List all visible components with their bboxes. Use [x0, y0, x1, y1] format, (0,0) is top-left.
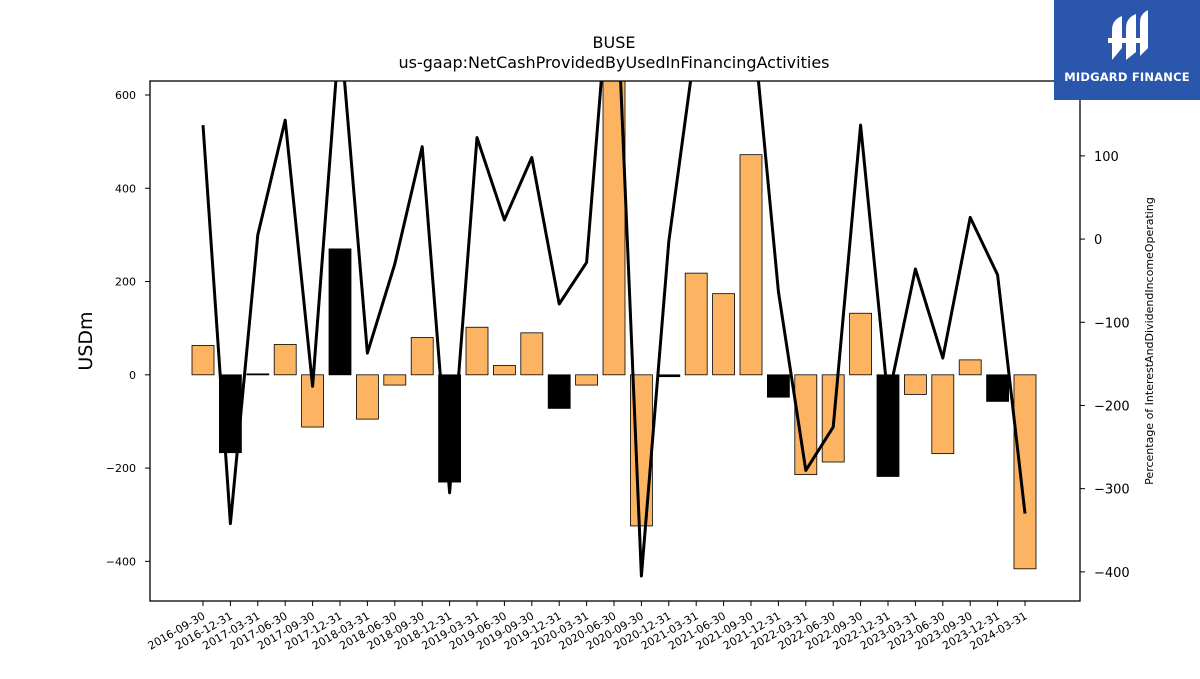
bar-group [191, 81, 1037, 570]
bar [712, 293, 735, 376]
y2-axis-label: Percentage of InterestAndDividendIncomeO… [1143, 197, 1156, 485]
left-axis: −400 −200 0 200 400 600 [106, 89, 150, 568]
bar [520, 332, 544, 376]
bar [1013, 374, 1037, 570]
bar [876, 374, 900, 477]
plot-frame [149, 80, 1081, 602]
bar [958, 359, 982, 376]
bar [246, 373, 270, 376]
y2-tick-label: 0 [1094, 233, 1102, 248]
bar [904, 374, 927, 395]
series-line [201, 81, 1027, 578]
bar [465, 326, 489, 376]
bar [575, 374, 598, 386]
bar [191, 345, 215, 376]
y-tick-label: 400 [115, 182, 136, 195]
bar [767, 374, 790, 398]
y2-tick-label: −100 [1094, 316, 1130, 331]
bar [684, 272, 708, 376]
bar [328, 248, 352, 376]
bar [986, 374, 1009, 402]
bar [931, 374, 955, 455]
bar [657, 374, 681, 378]
y2-tick-label: −400 [1094, 566, 1130, 581]
chart-title: BUSE [593, 33, 636, 52]
chart-subtitle: us-gaap:NetCashProvidedByUsedInFinancing… [398, 53, 829, 72]
y-axis-label: USDm [75, 311, 97, 370]
x-axis: 2016-09-302016-12-312017-03-312017-06-30… [146, 601, 1030, 653]
brand-logo: MIDGARD FINANCE [1054, 0, 1200, 100]
bar [492, 365, 516, 376]
midgard-logo-icon [1108, 10, 1148, 60]
bar [739, 154, 763, 376]
y2-tick-label: −200 [1094, 399, 1130, 414]
y-tick-label: −400 [106, 555, 136, 568]
y-tick-label: 200 [115, 276, 136, 289]
line-group [201, 81, 1027, 578]
bar [383, 374, 407, 386]
right-axis: −400 −300 −200 −100 0 100 [1080, 150, 1130, 581]
bar [410, 337, 434, 376]
y-tick-label: 600 [115, 89, 136, 102]
y-tick-label: 0 [129, 369, 136, 382]
bar [547, 374, 571, 409]
y2-tick-label: −300 [1094, 483, 1130, 498]
bar [849, 312, 872, 376]
y-tick-label: −200 [106, 462, 136, 475]
bar [794, 374, 818, 476]
bar [273, 344, 297, 376]
bar [355, 374, 379, 420]
brand-name: MIDGARD FINANCE [1064, 70, 1190, 84]
y2-tick-label: 100 [1094, 150, 1119, 165]
